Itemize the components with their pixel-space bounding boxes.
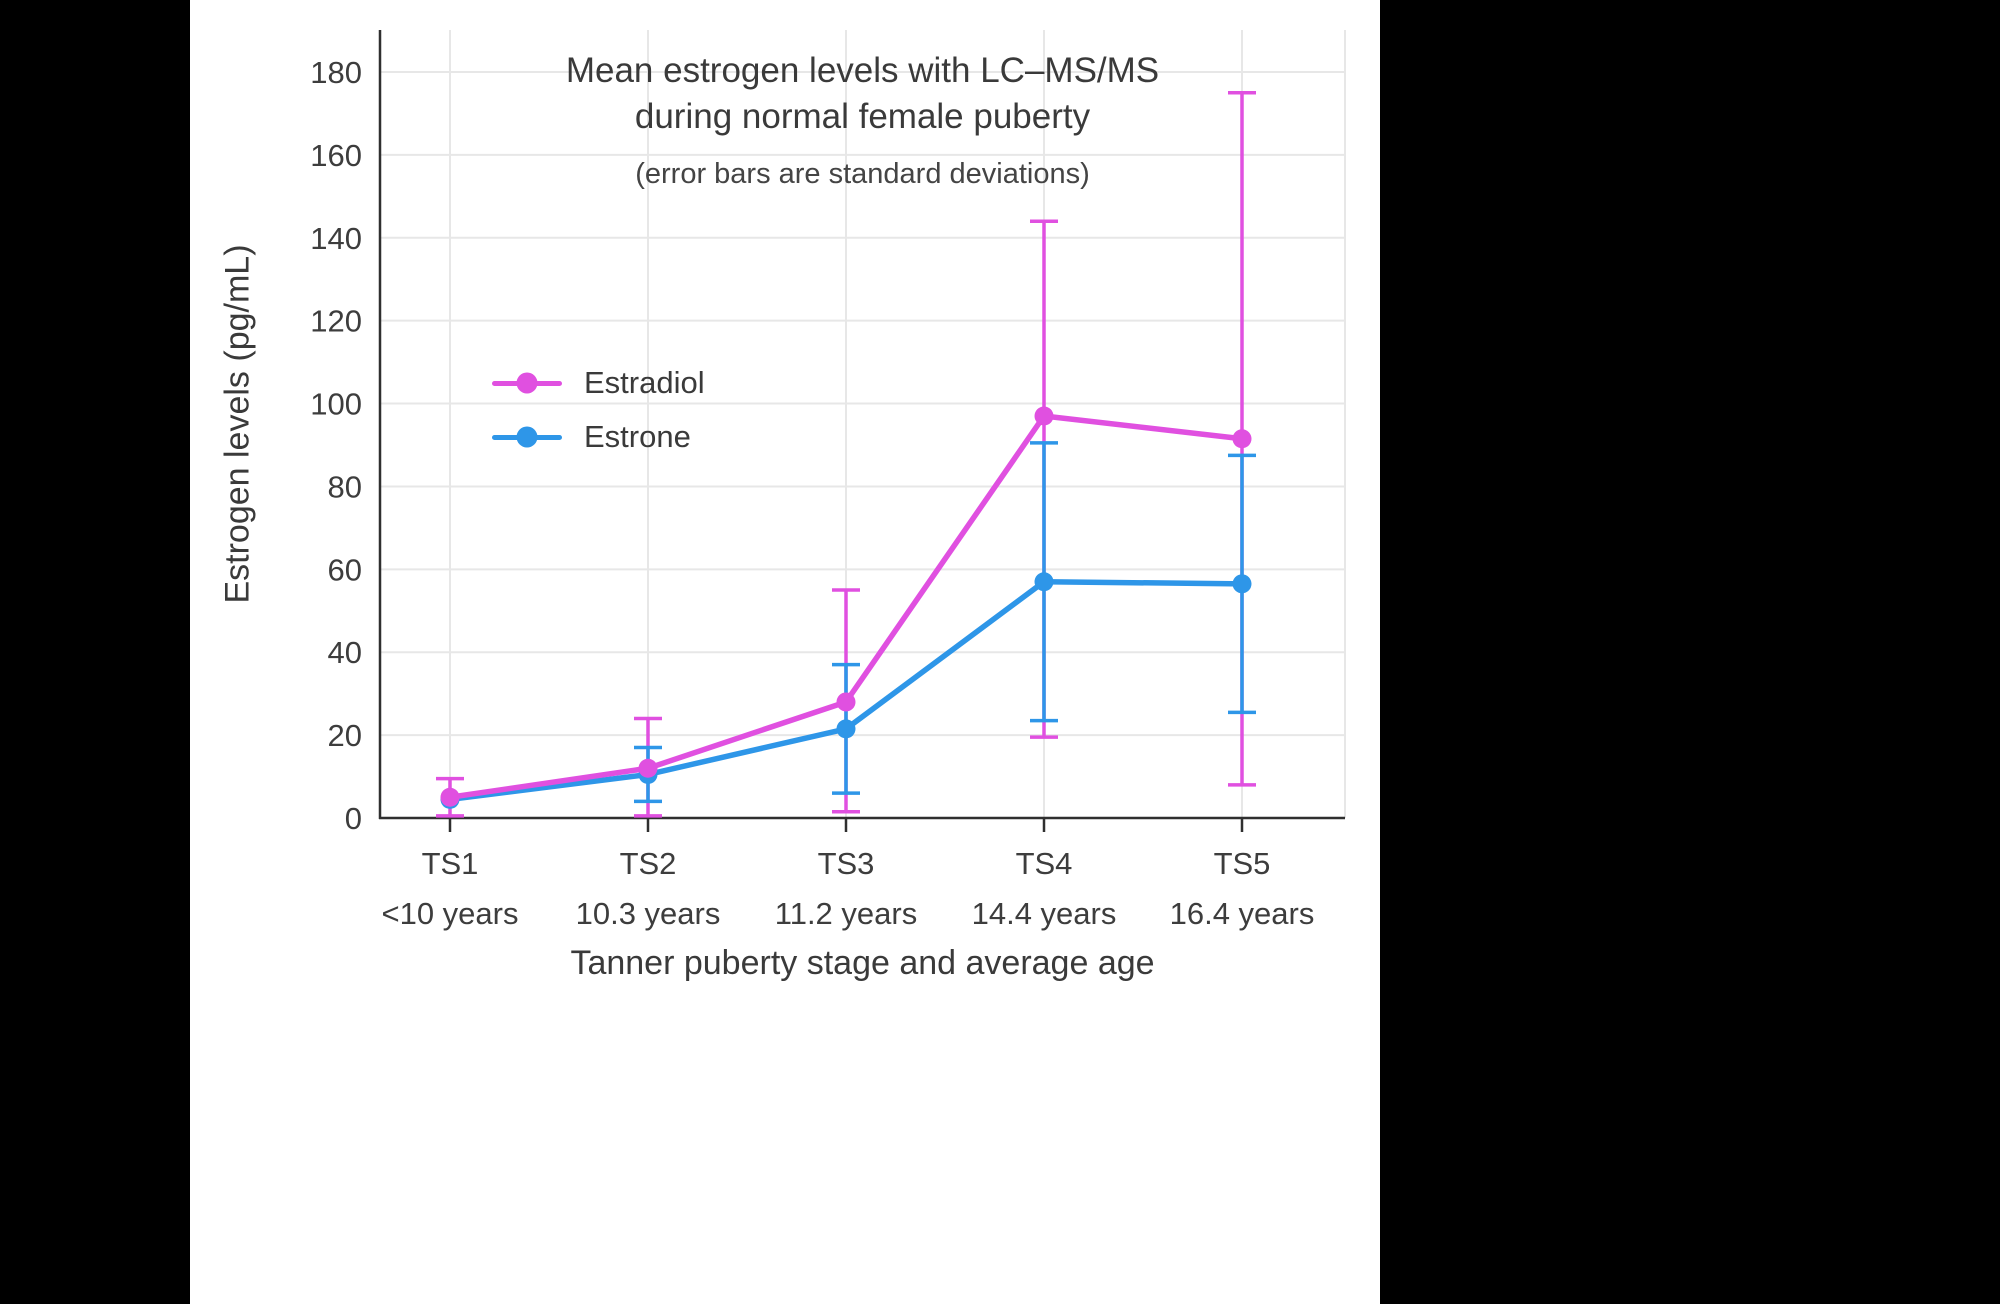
- chart-canvas: 0 20 40 60 80 100 120 140 160 180 TS1 <10 years TS2 1…: [310, 30, 1346, 931]
- x-tick-sublabel: 16.4 years: [1170, 896, 1315, 931]
- y-tick-label: 20: [328, 718, 362, 753]
- y-tick-label: 80: [328, 469, 362, 504]
- series-marker-estrone: [1232, 574, 1252, 594]
- estradiol-line-marker-icon: [492, 372, 562, 394]
- chart-subtitle: (error bars are standard deviations): [635, 158, 1090, 190]
- left-letterbox: [0, 0, 190, 1304]
- legend-label-estrone: Estrone: [584, 419, 691, 454]
- series-marker-estrone: [836, 719, 856, 739]
- series-marker-estrone: [1034, 572, 1054, 592]
- series-marker-estradiol: [1232, 429, 1252, 449]
- x-tick-label: TS1: [422, 846, 479, 881]
- series-marker-estradiol: [638, 758, 658, 778]
- x-axis-label: Tanner puberty stage and average age: [570, 944, 1155, 982]
- series-marker-estradiol: [836, 692, 856, 712]
- estrone-line-marker-icon: [492, 426, 562, 448]
- legend-item-estradiol: Estradiol: [492, 356, 705, 410]
- y-tick-label: 160: [310, 138, 362, 173]
- legend-item-estrone: Estrone: [492, 410, 705, 464]
- series-marker-estradiol: [440, 787, 460, 807]
- y-tick-label: 0: [345, 801, 362, 836]
- y-tick-label: 40: [328, 635, 362, 670]
- legend-label-estradiol: Estradiol: [584, 365, 705, 400]
- chart-title: Mean estrogen levels with LC–MS/MS durin…: [380, 48, 1345, 140]
- y-tick-label: 140: [310, 221, 362, 256]
- chart-panel: 0 20 40 60 80 100 120 140 160 180 TS1 <10 years TS2 1…: [190, 0, 1380, 1304]
- x-tick-sublabel: 14.4 years: [972, 896, 1117, 931]
- x-tick-label: TS5: [1214, 846, 1271, 881]
- x-tick-label: TS4: [1016, 846, 1073, 881]
- x-tick-label: TS3: [818, 846, 875, 881]
- x-tick-sublabel: 11.2 years: [775, 896, 917, 931]
- right-letterbox: [1380, 0, 2000, 1304]
- y-tick-label: 180: [310, 55, 362, 90]
- y-tick-label: 120: [310, 304, 362, 339]
- chart-title-line2: during normal female puberty: [634, 97, 1091, 136]
- series-marker-estradiol: [1034, 406, 1054, 426]
- x-tick-label: TS2: [620, 846, 677, 881]
- x-tick-sublabel: 10.3 years: [576, 896, 721, 931]
- legend: Estradiol Estrone: [492, 356, 705, 464]
- chart-title-line1: Mean estrogen levels with LC–MS/MS: [565, 51, 1160, 90]
- y-tick-label: 60: [328, 552, 362, 587]
- y-axis-label: Estrogen levels (pg/mL): [218, 244, 257, 604]
- y-tick-label: 100: [310, 387, 362, 422]
- x-tick-sublabel: <10 years: [381, 896, 518, 931]
